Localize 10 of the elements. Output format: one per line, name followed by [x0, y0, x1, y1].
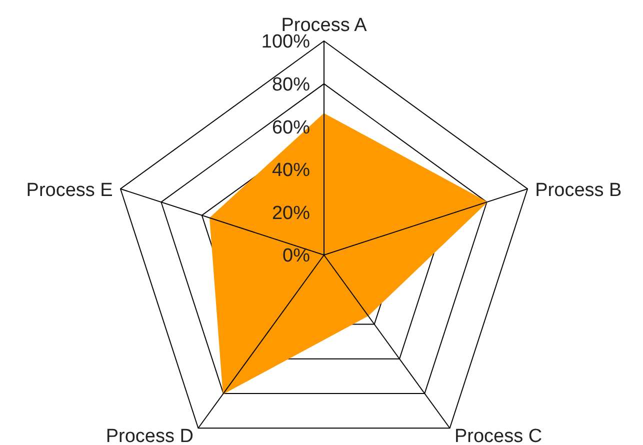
y-tick-label: 40%: [272, 160, 310, 182]
y-tick-label: 0%: [282, 246, 310, 267]
spoke-label: Process D: [106, 426, 194, 445]
spoke-label: Process C: [454, 426, 542, 445]
spoke-label: Process B: [535, 180, 622, 201]
spoke-label: Process E: [26, 180, 113, 201]
y-tick-label: 100%: [261, 32, 310, 53]
y-tick-label: 80%: [272, 74, 310, 96]
y-tick-label: 20%: [272, 202, 310, 224]
y-tick-label: 60%: [272, 117, 310, 138]
